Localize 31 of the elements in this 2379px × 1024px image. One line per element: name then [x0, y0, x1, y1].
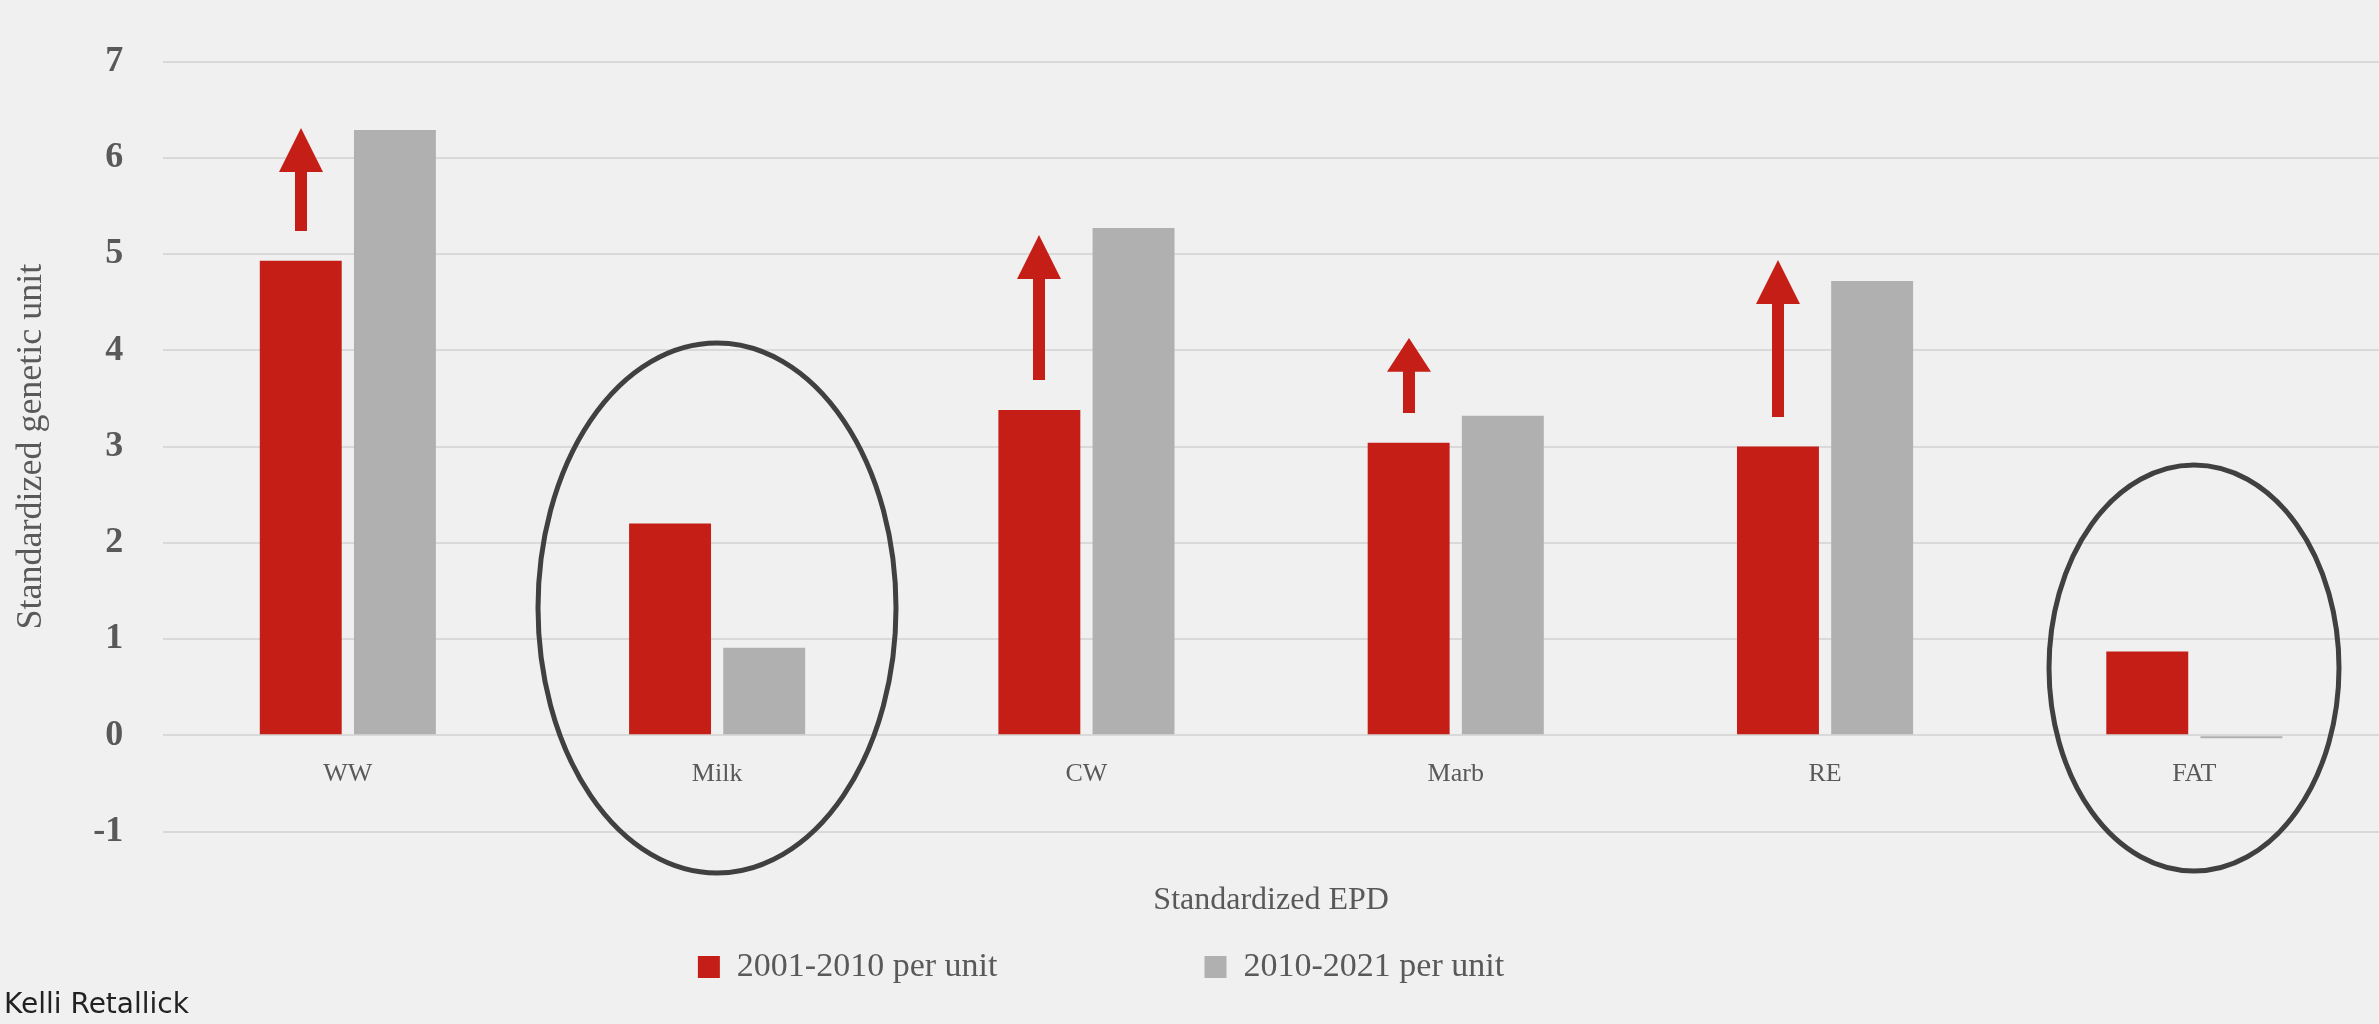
bar — [259, 260, 342, 735]
y-tick-label: 7 — [105, 38, 124, 79]
legend-label: 2001-2010 per unit — [736, 945, 1185, 983]
legend-label: 2010-2021 per unit — [1243, 945, 1692, 983]
y-tick-label: 2 — [105, 520, 124, 561]
bar — [1461, 415, 1544, 735]
y-tick-label: 5 — [105, 231, 124, 272]
x-tick-label: WW — [323, 758, 373, 788]
bar — [1831, 281, 1914, 735]
bar — [629, 523, 712, 735]
x-tick-label: Milk — [691, 758, 743, 788]
y-tick-label: 3 — [105, 423, 124, 464]
y-tick-label: 0 — [105, 712, 124, 753]
bar — [353, 129, 436, 735]
bar — [1367, 442, 1450, 735]
x-tick-label: Marb — [1427, 758, 1484, 788]
text: Kelli Retallick — [4, 987, 189, 1020]
y-tick-label: 1 — [105, 616, 124, 657]
x-tick-label: CW — [1065, 758, 1108, 788]
bar — [723, 647, 806, 735]
bar — [1737, 446, 1819, 735]
y-tick-label: 4 — [105, 327, 124, 368]
bar — [998, 410, 1081, 735]
bar — [1092, 228, 1175, 735]
y-axis-title: Standardized genetic unit — [9, 263, 50, 630]
x-axis-title: Standardized EPD — [1153, 880, 1389, 917]
x-tick-label: RE — [1808, 758, 1842, 788]
y-tick-label: -1 — [93, 808, 124, 849]
bar — [2106, 651, 2189, 735]
x-tick-label: FAT — [2172, 758, 2217, 788]
y-tick-label: 6 — [105, 135, 124, 176]
